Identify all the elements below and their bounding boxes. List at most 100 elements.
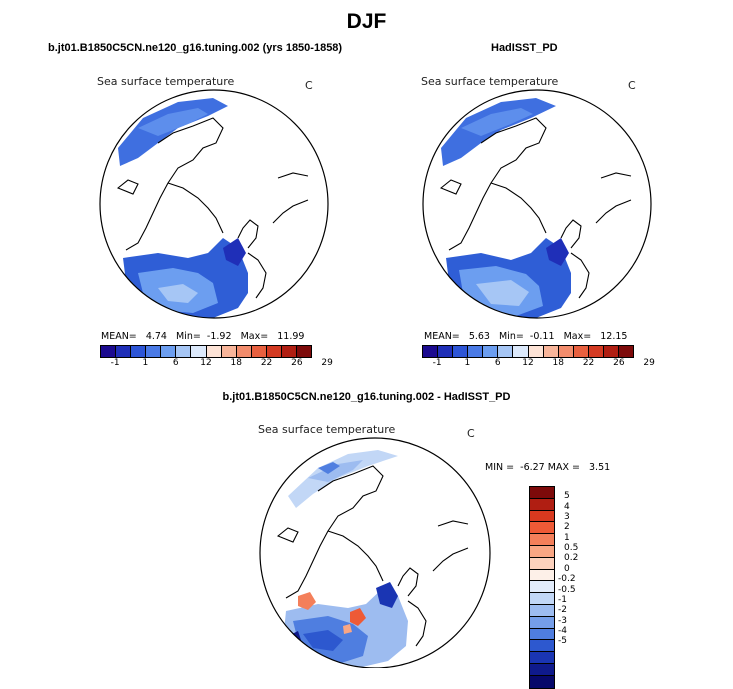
colorbar-swatch — [191, 346, 207, 357]
colorbar-tick-label: -1 — [110, 358, 120, 368]
colorbar-swatch — [161, 346, 177, 357]
colorbar-swatch — [251, 346, 267, 357]
colorbar-tick-label: 3 — [564, 512, 570, 523]
colorbar-swatch — [236, 346, 252, 357]
colorbar-swatch — [530, 652, 554, 664]
variable-label: Sea surface temperature — [97, 75, 235, 88]
colorbar-swatch — [146, 346, 162, 357]
panel-title-obs: HadISST_PD — [491, 42, 558, 54]
colorbar-swatch — [530, 510, 554, 523]
colorbar-swatch — [131, 346, 147, 357]
colorbar-swatch — [453, 346, 469, 357]
colorbar-swatch — [530, 487, 554, 499]
colorbar-swatch — [530, 675, 554, 688]
colorbar-swatches — [529, 486, 555, 689]
colorbar-tick-label: 0 — [564, 563, 570, 574]
colorbar-tick-label: -2 — [558, 605, 567, 616]
colorbar-tick-label: -1 — [558, 594, 567, 605]
panel-title-diff: b.jt01.B1850C5CN.ne120_g16.tuning.002 - … — [222, 391, 511, 403]
colorbar-ticks: 5 4 3 2 1 0.5 0.2 0 -0.2 -0.5 -1 -2 -3 -4 -5 — [558, 486, 733, 662]
polar-map-model — [99, 89, 329, 319]
colorbar-swatch — [530, 628, 554, 641]
colorbar-tick-label: -5 — [558, 636, 567, 647]
colorbar-swatch — [530, 522, 554, 535]
colorbar-tick-label: 29 — [321, 358, 333, 368]
colorbar-tick-label: -3 — [558, 615, 567, 626]
colorbar-swatch — [281, 346, 298, 357]
colorbar-tick-label: 5 — [564, 491, 570, 502]
colorbar-tick-label: 26 — [613, 358, 625, 368]
colorbar-swatch — [530, 593, 554, 605]
season-title: DJF — [346, 10, 387, 33]
colorbar-tick-label: -0.2 — [558, 574, 576, 585]
colorbar-ticks: -1 1 6 12 18 22 26 29 — [422, 358, 655, 370]
colorbar-tick-label: 26 — [291, 358, 303, 368]
colorbar-swatch — [530, 545, 554, 558]
colorbar-swatch — [498, 346, 514, 357]
colorbar-swatch — [101, 346, 117, 357]
colorbar-swatch — [530, 604, 554, 617]
colorbar-swatch — [530, 663, 554, 676]
colorbar-tick-label: -0.5 — [558, 584, 576, 595]
colorbar-swatches — [100, 345, 312, 358]
colorbar-swatch — [530, 557, 554, 570]
colorbar-tick-label: 0.5 — [564, 543, 579, 554]
stats-obs: MEAN= 5.63 Min= -0.11 Max= 12.15 — [424, 331, 628, 342]
colorbar-swatch — [116, 346, 132, 357]
colorbar-tick-label: 6 — [172, 358, 179, 368]
unit-label: C — [628, 79, 636, 92]
variable-label: Sea surface temperature — [421, 75, 559, 88]
colorbar-tick-label: 1 — [464, 358, 471, 368]
colorbar-swatches — [422, 345, 634, 358]
sst-diff-positive-2 — [350, 608, 366, 626]
colorbar-swatch — [468, 346, 484, 357]
unit-label: C — [467, 427, 475, 440]
colorbar-swatch — [528, 346, 544, 357]
colorbar-swatch — [530, 616, 554, 629]
colorbar-tick-label: 18 — [230, 358, 243, 368]
polar-map-diff — [259, 437, 491, 668]
colorbar-tick-label: 22 — [582, 358, 595, 368]
colorbar-swatch — [530, 569, 554, 582]
colorbar-swatch — [558, 346, 574, 357]
polar-map-obs — [422, 89, 652, 319]
colorbar-swatch — [483, 346, 499, 357]
stats-model: MEAN= 4.74 Min= -1.92 Max= 11.99 — [101, 331, 305, 342]
colorbar-tick-label: 2 — [564, 522, 570, 533]
colorbar-tick-label: 22 — [260, 358, 273, 368]
colorbar-tick-label: 12 — [522, 358, 534, 368]
colorbar-tick-label: 4 — [564, 501, 570, 512]
colorbar-swatch — [573, 346, 589, 357]
unit-label: C — [305, 79, 313, 92]
variable-label: Sea surface temperature — [258, 423, 396, 436]
stats-diff: MIN = -6.27 MAX = 3.51 — [485, 462, 611, 473]
colorbar-swatch — [530, 640, 554, 653]
colorbar-tick-label: -1 — [432, 358, 442, 368]
colorbar-tick-label: 6 — [494, 358, 501, 368]
colorbar-swatch — [423, 346, 439, 357]
colorbar-diff — [529, 486, 555, 689]
colorbar-tick-label: 12 — [200, 358, 212, 368]
colorbar-swatch — [603, 346, 620, 357]
colorbar-tick-label: 1 — [142, 358, 149, 368]
colorbar-swatch — [266, 346, 282, 357]
colorbar-swatch — [543, 346, 559, 357]
colorbar-swatch — [513, 346, 529, 357]
colorbar-model: -1 1 6 12 18 22 26 29 — [100, 345, 333, 370]
colorbar-tick-label: -4 — [558, 625, 567, 636]
colorbar-swatch — [530, 534, 554, 546]
colorbar-obs: -1 1 6 12 18 22 26 29 — [422, 345, 655, 370]
sst-diff-positive-1 — [298, 592, 316, 610]
colorbar-tick-label: 29 — [643, 358, 655, 368]
colorbar-swatch — [221, 346, 237, 357]
panel-title-model: b.jt01.B1850C5CN.ne120_g16.tuning.002 (y… — [48, 42, 343, 54]
colorbar-ticks: -1 1 6 12 18 22 26 29 — [100, 358, 333, 370]
sst-diff-pacific — [288, 450, 398, 508]
colorbar-swatch — [438, 346, 454, 357]
colorbar-swatch — [588, 346, 604, 357]
colorbar-swatch — [530, 498, 554, 511]
colorbar-swatch — [176, 346, 192, 357]
colorbar-swatch — [530, 581, 554, 594]
colorbar-tick-label: 0.2 — [564, 553, 579, 564]
colorbar-tick-label: 1 — [564, 532, 570, 543]
